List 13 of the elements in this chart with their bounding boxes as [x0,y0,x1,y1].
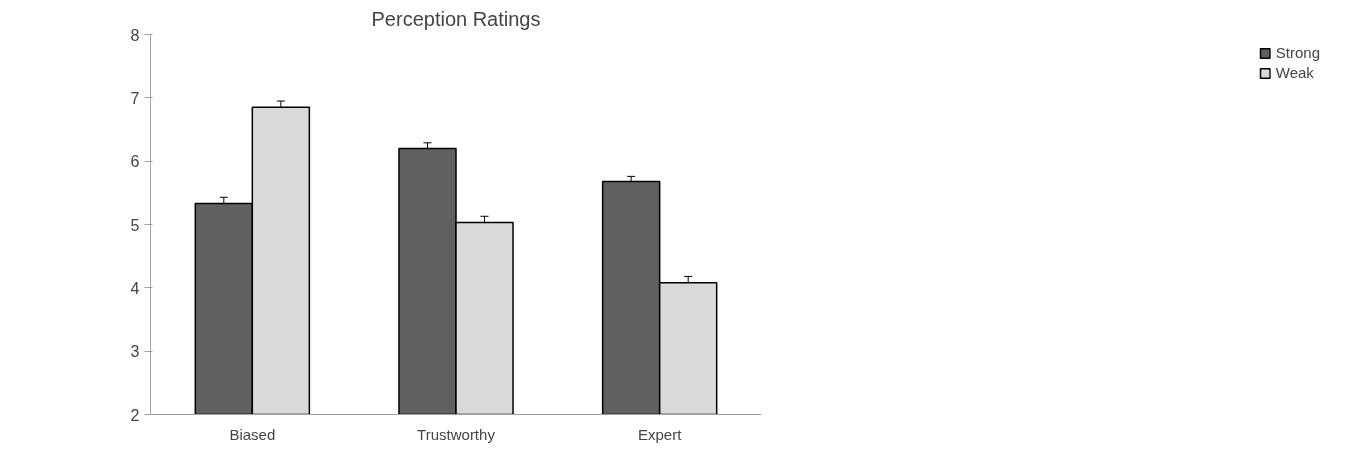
x-tick-label: Trustworthy [417,425,496,443]
y-tick-label: 5 [130,216,140,234]
y-tick-label: 7 [130,89,140,107]
y-tick-label: 3 [130,343,140,361]
x-tick-label: Biased [229,425,276,443]
y-tick-label: 6 [130,153,140,171]
y-tick-label: 8 [130,26,140,44]
y-tick-label: 4 [130,279,140,297]
legend-label: Strong [1275,44,1320,61]
legend-label: Weak [1275,64,1314,81]
chart-title: Perception Ratings [371,7,541,30]
x-tick-label: Expert [637,425,683,443]
y-tick-label: 2 [130,406,140,424]
